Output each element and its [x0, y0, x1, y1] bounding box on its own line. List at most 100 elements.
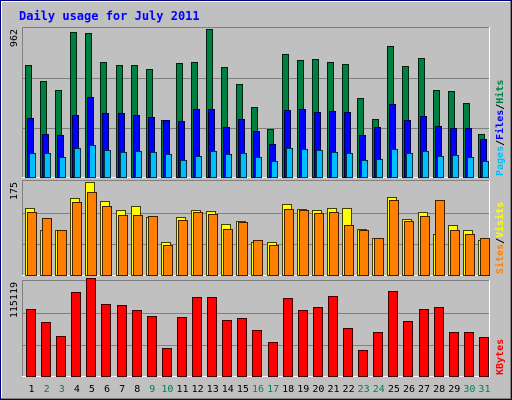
bar-sites-26	[404, 221, 414, 276]
bar-kbytes-2	[41, 322, 51, 377]
bar-pages-15	[240, 153, 247, 178]
x-tick-label: 4	[74, 384, 80, 395]
bar-kbytes-6	[101, 304, 111, 377]
bar-sites-20	[314, 213, 324, 276]
bar-pages-31	[482, 161, 489, 178]
bar-kbytes-10	[162, 348, 172, 377]
series-sites	[27, 192, 490, 276]
x-tick-label: 14	[222, 384, 234, 395]
y-max-label: 962	[9, 29, 20, 47]
bar-kbytes-8	[132, 310, 142, 377]
bar-kbytes-16	[252, 330, 262, 377]
bar-sites-18	[284, 209, 294, 276]
x-tick-label: 28	[433, 384, 445, 395]
legend-sites: Sites	[494, 244, 506, 274]
x-tick-label: 10	[161, 384, 173, 395]
bar-sites-3	[57, 230, 67, 276]
bar-kbytes-3	[56, 336, 66, 377]
x-tick-label: 30	[463, 384, 475, 395]
bar-pages-30	[467, 157, 474, 178]
bar-kbytes-20	[313, 307, 323, 377]
bar-pages-27	[422, 151, 429, 178]
bar-pages-11	[180, 160, 187, 178]
legend-kbytes: KBytes	[495, 339, 506, 375]
x-tick-label: 3	[59, 384, 65, 395]
x-tick-label: 7	[119, 384, 125, 395]
x-tick-label: 18	[282, 384, 294, 395]
legend-hits: Hits	[494, 80, 506, 104]
bar-sites-2	[42, 218, 52, 276]
x-axis-tick-labels: 1 2 3 4 5 6 7 8 9 10 11 12 13 14 15 16 17 18 19 20 21 22 23 24 2…	[29, 384, 491, 395]
bar-sites-24	[374, 238, 384, 276]
bar-pages-17	[271, 161, 278, 178]
bar-sites-15	[238, 222, 248, 276]
bar-pages-25	[391, 149, 398, 178]
x-tick-label: 23	[358, 384, 370, 395]
bar-pages-16	[255, 157, 262, 178]
bar-sites-21	[329, 212, 339, 276]
x-tick-label: 25	[388, 384, 400, 395]
bar-kbytes-14	[222, 320, 232, 377]
chart-panels: 962Pages/Files/Hits175Sites/Visits115119…	[9, 27, 506, 377]
bar-kbytes-13	[207, 297, 217, 377]
x-tick-label: 5	[89, 384, 95, 395]
bar-kbytes-21	[328, 296, 338, 377]
bar-pages-24	[376, 159, 383, 178]
series-kbytes	[26, 278, 489, 377]
x-tick-label: 22	[343, 384, 355, 395]
x-tick-label: 26	[403, 384, 415, 395]
bar-sites-31	[480, 238, 490, 276]
legend-visits: Sites/Visits	[494, 202, 506, 274]
x-tick-label: 21	[327, 384, 339, 395]
x-tick-label: 31	[478, 384, 490, 395]
bar-pages-3	[59, 157, 66, 178]
bar-sites-27	[420, 216, 430, 276]
legend-separator: /	[495, 238, 506, 244]
bar-pages-8	[135, 151, 142, 178]
x-tick-label: 6	[104, 384, 110, 395]
legend-pages: Pages	[495, 146, 506, 176]
x-tick-label: 19	[297, 384, 309, 395]
y-max-label: 115119	[9, 282, 20, 318]
x-tick-label: 13	[207, 384, 219, 395]
bar-pages-12	[195, 156, 202, 178]
legend-files: Files	[494, 110, 506, 140]
bar-kbytes-31	[479, 337, 489, 377]
bar-pages-10	[165, 154, 172, 178]
bar-kbytes-27	[419, 309, 429, 377]
bar-kbytes-7	[117, 305, 127, 377]
bar-kbytes-30	[464, 332, 474, 377]
bar-pages-19	[301, 149, 308, 178]
bar-kbytes-11	[177, 317, 187, 377]
chart-title: Daily usage for July 2011	[19, 9, 200, 23]
series-pages	[29, 145, 489, 178]
bar-kbytes-29	[449, 332, 459, 377]
bar-pages-13	[210, 151, 217, 178]
bar-sites-4	[72, 202, 82, 276]
bar-sites-6	[102, 206, 112, 276]
bar-pages-9	[150, 152, 157, 178]
bar-pages-29	[452, 155, 459, 178]
panel-kbytes: 115119 KBytes	[9, 278, 506, 377]
bar-sites-14	[223, 229, 233, 276]
bar-kbytes-23	[358, 350, 368, 377]
bar-pages-26	[406, 153, 413, 178]
bar-sites-7	[118, 215, 128, 276]
bar-kbytes-28	[434, 307, 444, 377]
bar-sites-11	[178, 220, 188, 276]
bar-pages-1	[29, 153, 36, 178]
legend-visits: Visits	[494, 202, 506, 238]
x-tick-label: 12	[192, 384, 204, 395]
bar-sites-22	[344, 225, 354, 276]
bar-sites-19	[299, 210, 309, 276]
bar-pages-14	[225, 154, 232, 178]
x-tick-label: 1	[29, 384, 35, 395]
bar-sites-12	[193, 212, 203, 276]
bar-kbytes-17	[268, 342, 278, 377]
x-tick-label: 15	[237, 384, 249, 395]
x-tick-label: 8	[134, 384, 140, 395]
bar-sites-28	[435, 200, 445, 276]
x-tick-label: 9	[149, 384, 155, 395]
